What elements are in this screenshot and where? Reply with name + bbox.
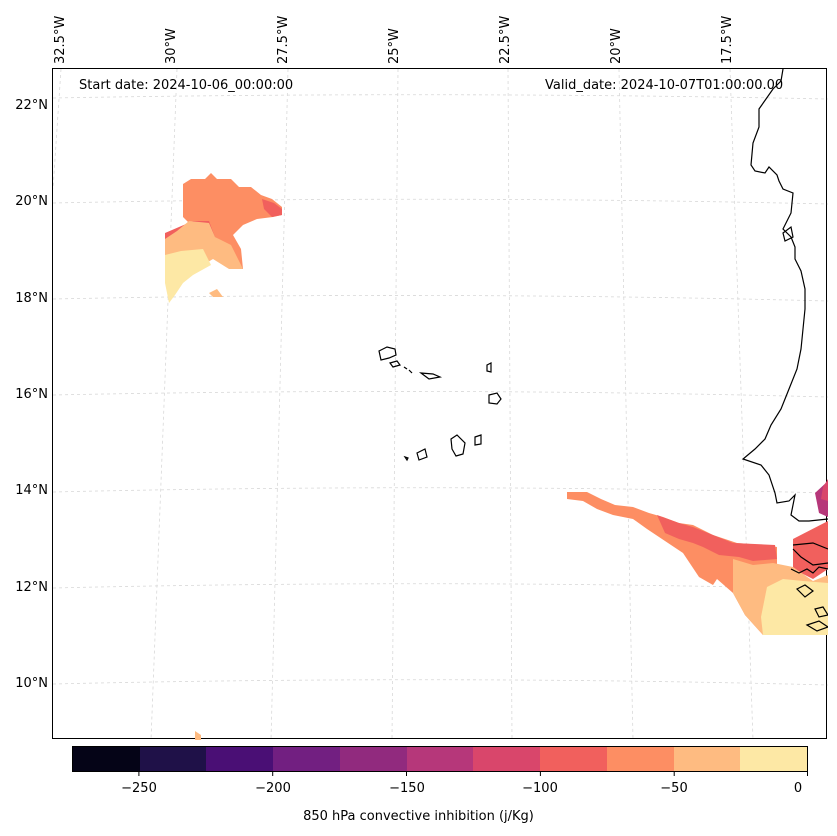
lat-label-20n: 20°N [15,194,48,209]
lon-label-20w: 20°W [609,28,624,64]
colorbar-bin [540,747,607,771]
lon-label-30w: 30°W [164,28,179,64]
cin-field-south [567,479,828,635]
colorbar-tick-label: −150 [389,781,425,796]
lon-label-32-5w: 32.5°W [53,15,68,64]
longitude-gridlines [52,68,754,741]
lat-label-10n: 10°N [15,676,48,691]
lon-label-27-5w: 27.5°W [276,15,291,64]
map-panel [52,68,830,741]
lat-label-16n: 16°N [15,387,48,402]
colorbar-bin [740,747,808,771]
colorbar-bin [73,747,140,771]
lon-label-17-5w: 17.5°W [720,15,735,64]
colorbar-bin [673,747,741,771]
valid-date-label: Valid_date: 2024-10-07T01:00:00.00 [545,78,784,93]
lon-label-22-5w: 22.5°W [498,15,513,64]
start-date-label: Start date: 2024-10-06_00:00:00 [79,78,294,93]
colorbar-title: 850 hPa convective inhibition (j/Kg) [303,809,534,824]
cin-field-edge-patch [195,731,201,740]
colorbar-bin [206,747,274,771]
lat-label-12n: 12°N [15,580,48,595]
cin-field-north [165,173,282,303]
colorbar-tick-label: −50 [660,781,688,796]
lat-label-22n: 22°N [15,98,48,113]
colorbar-tick-label: 0 [793,781,803,796]
colorbar-tick-label: −250 [121,781,157,796]
lat-label-14n: 14°N [15,483,48,498]
lat-label-18n: 18°N [15,291,48,306]
colorbar-bin [606,747,674,771]
colorbar-ticks [138,771,808,776]
cabo-verde-islands [378,346,502,462]
map-canvas [52,68,830,741]
colorbar-bin [273,747,340,771]
colorbar-bin [339,747,407,771]
lon-label-25w: 25°W [387,28,402,64]
african-coastline [741,68,829,522]
colorbar-tick-label: −100 [522,781,558,796]
colorbar-bin [139,747,207,771]
colorbar [72,746,808,772]
colorbar-tick-label: −200 [255,781,291,796]
colorbar-bin [473,747,541,771]
colorbar-bin [406,747,474,771]
latitude-gridlines [52,94,829,686]
